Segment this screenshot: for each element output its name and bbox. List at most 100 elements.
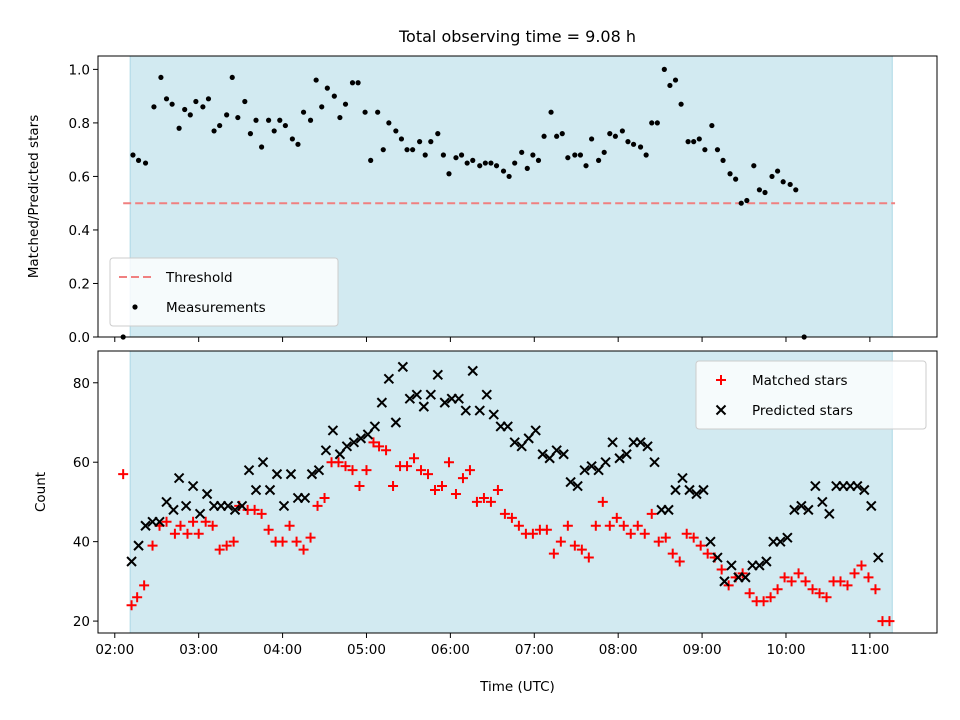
predicted-stars-point <box>824 508 835 520</box>
predicted-stars-point <box>600 457 611 468</box>
predicted-stars-point <box>383 373 395 385</box>
count-panel-frame <box>97 350 938 634</box>
measurement-point <box>247 131 254 137</box>
measurement-point <box>572 152 578 158</box>
count-y-axis-label: Count <box>33 472 49 512</box>
y-tick-label: 0.4 <box>69 223 90 239</box>
predicted-stars-point <box>551 445 562 456</box>
measurement-point <box>368 157 374 163</box>
legend-label: Predicted stars <box>752 403 853 419</box>
measurement-point <box>300 109 307 115</box>
predicted-stars-point <box>474 405 485 416</box>
matched-stars-point <box>333 457 344 468</box>
measurement-point <box>324 85 330 91</box>
matched-stars-point <box>193 528 204 539</box>
matched-stars-point <box>161 516 172 527</box>
measurement-point <box>337 114 343 121</box>
matched-stars-point <box>870 584 881 595</box>
predicted-stars-point <box>369 421 381 432</box>
measurement-point <box>649 120 655 126</box>
matched-stars-point <box>443 457 454 468</box>
matched-stars-point <box>674 556 685 567</box>
measurement-point <box>235 114 241 121</box>
matched-stars-point <box>842 580 853 591</box>
matched-stars-point <box>625 528 636 539</box>
measurement-point <box>380 147 386 153</box>
measurement-point <box>787 181 793 188</box>
legend-label: Measurements <box>166 300 266 316</box>
measurement-point <box>559 131 565 137</box>
y-tick-label: 0.0 <box>69 330 90 346</box>
measurement-point <box>362 109 368 115</box>
matched-stars-point <box>765 592 776 603</box>
x-tick-label: 06:00 <box>431 642 470 658</box>
predicted-stars-point <box>558 449 569 460</box>
measurement-point <box>685 139 691 145</box>
matched-stars-point <box>772 584 783 595</box>
predicted-stars-point <box>537 449 548 460</box>
measurement-point <box>477 163 483 169</box>
measurement-point <box>506 173 512 180</box>
predicted-stars-point <box>222 500 234 512</box>
measurement-point <box>672 77 679 83</box>
predicted-stars-point <box>670 484 681 496</box>
matched-stars-point <box>188 516 199 527</box>
matched-stars-point <box>807 584 818 595</box>
predicted-stars-point <box>873 552 884 563</box>
measurement-point <box>135 157 142 163</box>
measurement-point <box>637 144 644 150</box>
predicted-stars-point <box>509 437 520 448</box>
measurement-point <box>271 128 277 134</box>
predicted-stars-point <box>140 520 151 531</box>
measurement-point <box>355 80 361 86</box>
matched-stars-point <box>618 520 629 531</box>
count-legend: Matched stars Predicted stars <box>695 360 927 430</box>
measurement-point <box>289 136 295 142</box>
predicted-stars-point <box>418 401 430 412</box>
predicted-stars-point <box>565 476 576 488</box>
legend-label: Matched stars <box>752 373 848 389</box>
measurement-point <box>762 189 768 196</box>
x-tick-label: 02:00 <box>95 642 134 658</box>
y-tick-label: 20 <box>73 614 90 630</box>
measurement-point <box>714 147 721 153</box>
predicted-stars-point <box>411 389 423 400</box>
predicted-stars-point <box>530 425 541 436</box>
measurement-point <box>554 133 560 139</box>
x-tick-label: 09:00 <box>683 642 722 658</box>
predicted-stars-point <box>789 504 800 516</box>
measurement-point <box>169 101 175 107</box>
measurement-point <box>319 104 325 110</box>
matched-stars-point <box>214 544 225 555</box>
matched-stars-point <box>492 485 503 496</box>
matched-stars-point <box>646 508 657 519</box>
x-tick-label: 11:00 <box>850 642 889 658</box>
legend-label: Threshold <box>165 270 233 286</box>
measurement-point <box>331 93 337 99</box>
predicted-stars-point <box>168 504 179 516</box>
matched-stars-point <box>450 488 461 499</box>
predicted-stars-point <box>810 480 821 492</box>
matched-stars-point <box>793 568 804 579</box>
measurement-point <box>470 157 476 163</box>
predicted-stars-point <box>614 453 625 464</box>
measurement-point <box>375 109 381 115</box>
ratio-panel: 0.0 0.2 0.4 0.6 0.8 1.0 Total observing time … <box>26 27 938 346</box>
measurement-point <box>200 104 206 110</box>
predicted-stars-point <box>663 504 674 516</box>
measurement-point <box>404 147 410 153</box>
matched-stars-point <box>291 536 302 547</box>
predicted-stars-point <box>481 389 492 400</box>
measurement-point <box>500 168 507 174</box>
measurement-point <box>187 112 193 118</box>
measurement-point <box>625 139 631 145</box>
predicted-stars-point <box>313 464 325 476</box>
legend-measurements-swatch <box>132 304 138 310</box>
predicted-stars-point <box>390 417 402 428</box>
predicted-stars-point <box>621 449 632 460</box>
measurement-point <box>519 149 525 155</box>
legend-matched-swatch <box>716 375 726 385</box>
matched-stars-point <box>527 528 538 539</box>
y-tick-label: 60 <box>73 455 90 471</box>
measurement-point <box>583 163 589 169</box>
